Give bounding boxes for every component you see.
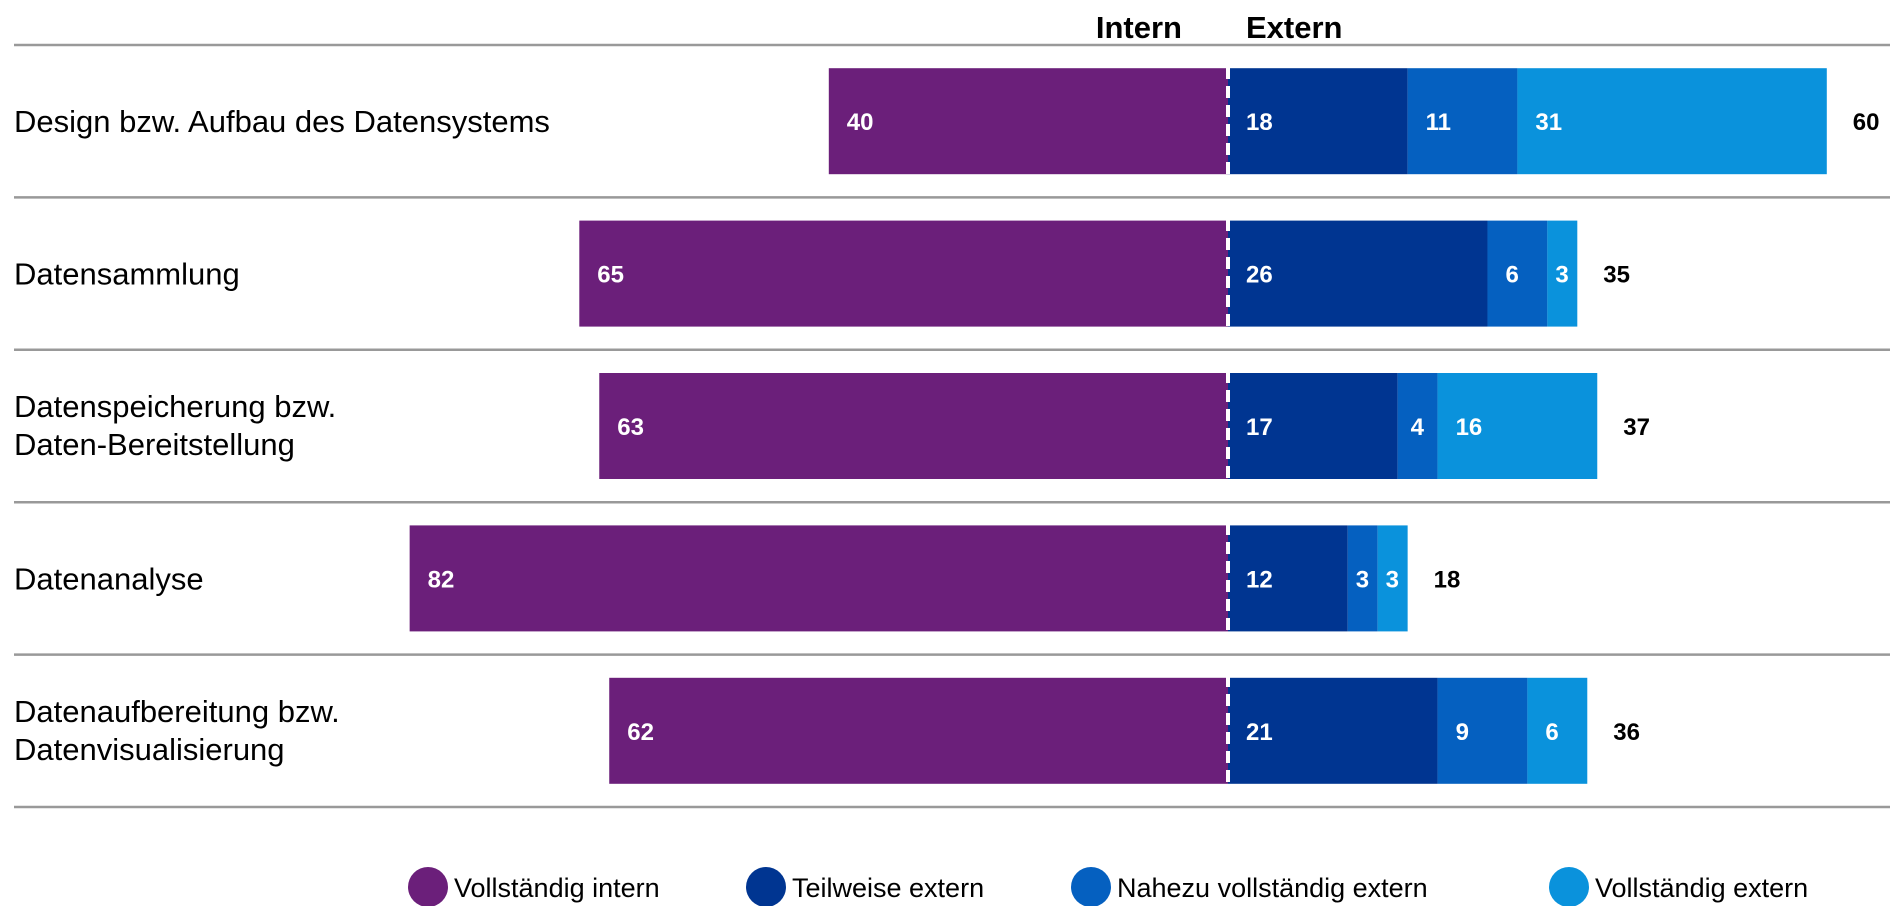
- bar-value-label: 82: [428, 566, 455, 593]
- category-label: Datensammlung: [14, 257, 240, 292]
- bar-value-label: 62: [627, 719, 654, 746]
- legend-swatch: [746, 867, 786, 906]
- extern-total-label: 60: [1853, 109, 1880, 136]
- category-label-line: Datenaufbereitung bzw.: [14, 694, 340, 729]
- bar-segment-2: [1437, 677, 1528, 784]
- bar-value-label: 4: [1411, 414, 1425, 441]
- bar-segment-3: [1547, 220, 1578, 327]
- category-label-line: Datenanalyse: [14, 561, 204, 596]
- bar-value-label: 17: [1246, 414, 1273, 441]
- category-label: Datenspeicherung bzw. Daten-Bereitstellun…: [14, 389, 336, 462]
- legend-item: Vollständig extern: [1549, 867, 1808, 906]
- bar-segment-2: [1347, 525, 1378, 632]
- bar-value-label: 6: [1545, 719, 1558, 746]
- legend-swatch: [1549, 867, 1589, 906]
- bar-value-label: 65: [597, 262, 624, 289]
- legend-item: Teilweise extern: [746, 867, 984, 906]
- category-label-line: Daten-Bereitstellung: [14, 427, 295, 462]
- category-row: Datensammlung 65 26 6 3 35: [14, 220, 1630, 327]
- bar-segment-3: [1517, 68, 1827, 175]
- header-extern: Extern: [1246, 10, 1342, 45]
- extern-total-label: 37: [1623, 414, 1650, 441]
- legend-label: Nahezu vollständig extern: [1117, 873, 1428, 903]
- bar-vollstaendig-intern: [409, 525, 1228, 632]
- category-label: Design bzw. Aufbau des Datensystems: [14, 104, 550, 139]
- bar-segment-3: [1527, 677, 1588, 784]
- extern-total-label: 18: [1434, 566, 1461, 593]
- legend-item: Vollständig intern: [408, 867, 660, 906]
- category-row: Datenspeicherung bzw. Daten-Bereitstellun…: [14, 373, 1650, 479]
- bar-value-label: 11: [1426, 109, 1451, 136]
- row-dividers: [14, 43, 1890, 809]
- category-row: Design bzw. Aufbau des Datensystems 40 18 1…: [14, 68, 1880, 175]
- bar-value-label: 18: [1246, 109, 1273, 136]
- category-row: Datenaufbereitung bzw. Datenvisualisierun…: [14, 677, 1640, 784]
- legend-swatch: [1071, 867, 1111, 906]
- bar-segment-3: [1437, 373, 1598, 479]
- bar-segment-1: [1228, 677, 1438, 784]
- bar-vollstaendig-intern: [579, 220, 1228, 327]
- category-row: Datenanalyse 82 12 3 3 18: [14, 525, 1461, 632]
- bar-value-label: 40: [847, 109, 874, 136]
- bar-segment-2: [1397, 373, 1438, 479]
- bar-value-label: 16: [1456, 414, 1483, 441]
- bar-vollstaendig-intern: [609, 677, 1228, 784]
- legend-label: Vollständig extern: [1595, 873, 1808, 903]
- bar-segment-2: [1407, 68, 1518, 175]
- bar-segment-2: [1487, 220, 1548, 327]
- category-label-line: Datenspeicherung bzw.: [14, 389, 336, 424]
- bar-value-label: 63: [617, 414, 644, 441]
- bar-value-label: 21: [1246, 719, 1273, 746]
- extern-total-label: 35: [1603, 262, 1630, 289]
- bar-vollstaendig-intern: [828, 68, 1228, 175]
- category-label: Datenaufbereitung bzw. Datenvisualisierun…: [14, 694, 340, 767]
- legend-item: Nahezu vollständig extern: [1071, 867, 1428, 906]
- category-label: Datenanalyse: [14, 561, 204, 596]
- bar-value-label: 26: [1246, 262, 1273, 289]
- bar-value-label: 12: [1246, 566, 1273, 593]
- legend-swatch: [408, 867, 448, 906]
- category-label-line: Design bzw. Aufbau des Datensystems: [14, 104, 550, 139]
- legend-label: Vollständig intern: [454, 873, 660, 903]
- bar-value-label: 3: [1356, 566, 1369, 593]
- extern-total-label: 36: [1613, 719, 1640, 746]
- bar-value-label: 3: [1386, 566, 1399, 593]
- bar-segment-1: [1228, 373, 1398, 479]
- bar-value-label: 9: [1456, 719, 1469, 746]
- header-intern: Intern: [1096, 10, 1182, 45]
- legend: Vollständig intern Teilweise extern Nahezu…: [408, 867, 1808, 906]
- bar-value-label: 6: [1505, 262, 1518, 289]
- bar-segment-3: [1377, 525, 1408, 632]
- bar-value-label: 3: [1555, 262, 1568, 289]
- bar-segment-1: [1228, 68, 1408, 175]
- bar-segment-1: [1228, 525, 1348, 632]
- legend-label: Teilweise extern: [792, 873, 984, 903]
- bar-vollstaendig-intern: [599, 373, 1228, 479]
- column-headers: Intern Extern: [1096, 10, 1343, 45]
- bar-value-label: 31: [1535, 109, 1562, 136]
- category-label-line: Datenvisualisierung: [14, 732, 285, 767]
- category-label-line: Datensammlung: [14, 257, 240, 292]
- bar-segment-1: [1228, 220, 1488, 327]
